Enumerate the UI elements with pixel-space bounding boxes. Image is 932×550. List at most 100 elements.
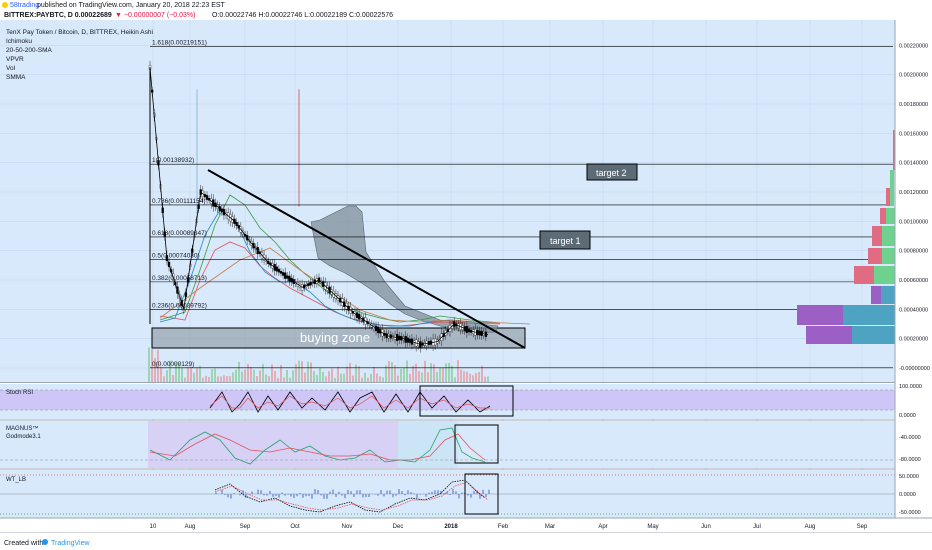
volume-bar (457, 360, 459, 382)
wt-hist-bar (407, 490, 409, 494)
volume-bar (421, 372, 423, 382)
volume-bar (487, 376, 489, 382)
wt-hist-bar (269, 490, 271, 494)
chart-legend: TenX Pay Token / Bitcoin, D, BITTREX, He… (6, 29, 153, 81)
volume-bar (391, 362, 393, 382)
volume-bar (256, 376, 258, 382)
volume-bar (238, 361, 240, 382)
legend-sma[interactable]: 20-50-200-SMA (6, 47, 53, 54)
magnus-fast-line (149, 427, 486, 465)
volume-bar (316, 374, 318, 382)
volume-bar (481, 365, 483, 382)
wt-hist-bar (425, 494, 427, 497)
price-axis[interactable] (895, 20, 932, 518)
legend-smma[interactable]: SMMA (6, 74, 26, 81)
wt-hist-bar (356, 490, 358, 494)
time-axis[interactable] (0, 518, 932, 532)
price-axis-labels: 0.002400000.002200000.002000000.00180000… (899, 43, 930, 372)
volume-bar (448, 362, 450, 382)
wt-hist-bar (389, 490, 391, 494)
wt-hist-bar (308, 494, 310, 497)
volume-bar (157, 349, 159, 382)
volume-bar (445, 363, 447, 382)
volume-bar (463, 371, 465, 382)
price-axis-label: 0.00100000 (899, 219, 928, 225)
volume-bar (259, 370, 261, 382)
stoch-label[interactable]: Stoch RSI (6, 390, 33, 396)
volume-bar (412, 365, 414, 382)
target-1-box[interactable] (539, 230, 591, 250)
wt-hist-bar (317, 489, 319, 494)
volume-bar (166, 370, 168, 382)
volume-bar (370, 373, 372, 382)
volume-bar (265, 374, 267, 382)
volume-bar (274, 370, 276, 382)
volume-bar (322, 371, 324, 382)
wt-hist-bar (383, 494, 385, 497)
time-axis-label: 2018 (444, 524, 458, 530)
wt-hist-bar (377, 494, 379, 496)
magnus-label-1[interactable]: MAGNUS™ (6, 425, 38, 432)
wt-label[interactable]: WT_LB (6, 477, 26, 483)
volume-bar (286, 370, 288, 382)
volume-bar (271, 364, 273, 382)
volume-bar (292, 370, 294, 382)
legend-vpvr[interactable]: VPVR (6, 56, 24, 63)
time-axis-labels: 10 Aug Sep Oct Nov Dec 2018 Feb Mar Apr May Jun Jul A… (150, 524, 868, 530)
wt-hist-bar (221, 489, 223, 494)
symbol-line: BITTREX:PAYBTC, D 0.00022689 (4, 12, 112, 19)
volume-bar (301, 361, 303, 382)
wt-hist-bar (272, 494, 274, 497)
wt-hist-bar (485, 494, 487, 498)
volume-bar (337, 366, 339, 382)
volume-bar (304, 372, 306, 382)
stoch-highlight-box[interactable] (419, 385, 514, 417)
stoch-k-line (209, 391, 491, 413)
volume-bar (376, 373, 378, 382)
wt-hist-bar (233, 493, 235, 494)
fib-label: 0.382(0.00058713) (152, 275, 207, 282)
volume-bar (466, 371, 468, 382)
magnus-highlight-box[interactable] (454, 424, 499, 464)
wt-hist-bar (437, 490, 439, 494)
volume-bar (403, 367, 405, 382)
wt-highlight-box[interactable] (464, 473, 499, 515)
volume-bar (415, 363, 417, 382)
magnus-slow-line (149, 433, 486, 461)
footer-svg: Created with TradingView (4, 539, 90, 547)
legend-ichimoku[interactable]: Ichimoku (6, 38, 32, 45)
wt-hist-bar (455, 491, 457, 494)
legend-vol[interactable]: Vol (6, 65, 16, 72)
wt-hist-bar (293, 494, 295, 499)
fib-label: 0.5(0.00074030) (152, 252, 200, 259)
wt-hist-bar (431, 491, 433, 494)
volume-bar (358, 366, 360, 382)
volume-bar (484, 376, 486, 382)
price-series (149, 67, 489, 345)
wt-hist-bar (479, 494, 481, 499)
wt-hist-bar (401, 491, 403, 494)
fib-retracement[interactable]: 1.618(0.00219151) 1(0.00138932) 0.786(0.00… (150, 40, 893, 369)
tradingview-brand[interactable]: TradingView (51, 540, 90, 547)
wt-hist-bar (413, 493, 415, 494)
magnus-label-2[interactable]: Godmode3.1 (6, 434, 41, 440)
volume-bar (160, 366, 162, 382)
wt-hist-bar (395, 494, 397, 496)
chart[interactable]: buying zone 1.618(0.00219151) 1(0.0013893… (0, 20, 932, 532)
volume-bar (280, 364, 282, 382)
author-link[interactable]: 58trading (10, 2, 39, 9)
time-axis-label: Sep (857, 524, 868, 530)
volume-bar (343, 373, 345, 382)
volume-bar (190, 366, 192, 382)
wt-hist-bar (488, 489, 490, 494)
volume-bar (310, 362, 312, 382)
volume-bar (379, 376, 381, 382)
buying-zone-label: buying zone (300, 330, 370, 345)
magnus-axis-40: -40.0000 (899, 435, 921, 441)
volume-bar (211, 369, 213, 382)
wt-hist-bar (362, 494, 364, 498)
volume-bar (295, 364, 297, 382)
target-2-box[interactable] (586, 163, 638, 181)
fib-label: 0.618(0.00089347) (152, 230, 207, 237)
trendline[interactable] (207, 169, 526, 349)
